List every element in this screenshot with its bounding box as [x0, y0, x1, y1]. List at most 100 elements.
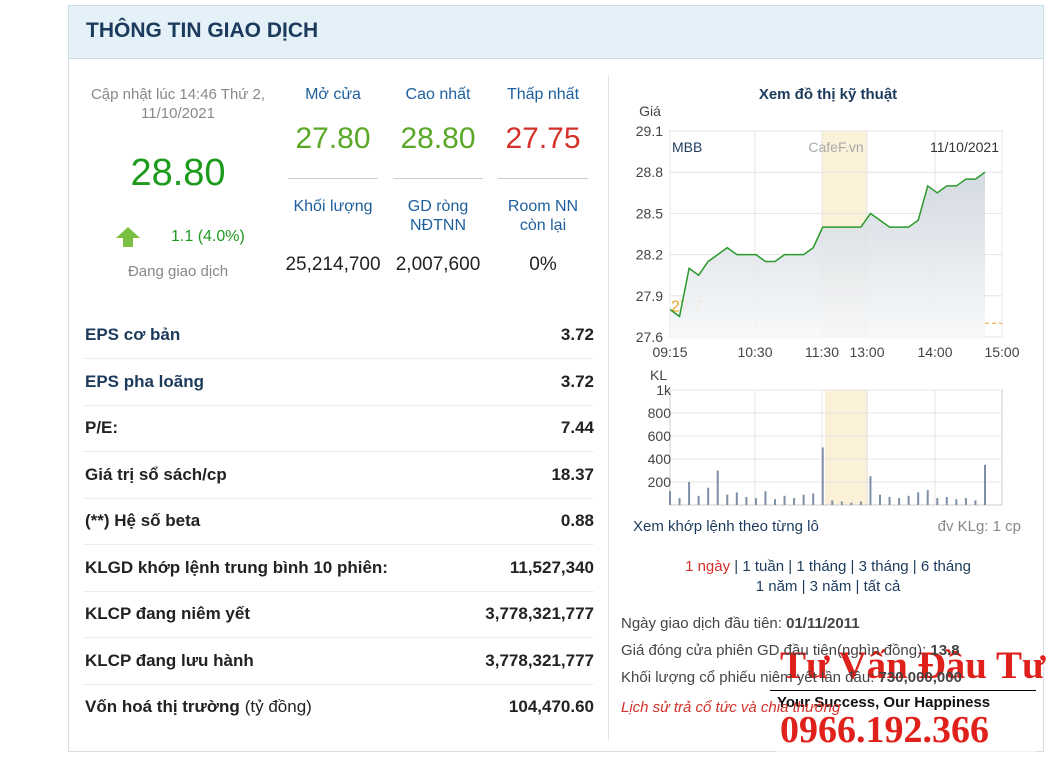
divider	[288, 178, 378, 179]
info-label: Ngày giao dịch đầu tiên:	[621, 615, 787, 632]
row-divider	[84, 683, 594, 685]
volume-bar	[869, 476, 872, 505]
period-link[interactable]: 1 ngày	[685, 558, 731, 575]
volume-bar	[888, 496, 891, 505]
info-label: Giá đóng cửa phiên GD đầu tiên(nghìn đồn…	[621, 642, 931, 659]
y-tick-label: 28.5	[636, 205, 663, 221]
volume-bar	[812, 493, 815, 505]
stat-label: Room NN còn lại	[507, 198, 579, 234]
unit: đv KLg: 1 cp	[937, 518, 1021, 535]
y-tick-label: 29.1	[636, 123, 663, 139]
lunch-band	[825, 390, 868, 505]
date: 11/10/2021	[930, 139, 999, 155]
periods: 1 ngày | 1 tuần | 1 tháng | 3 tháng | 6 …	[685, 558, 971, 595]
fund-label: EPS pha loãng	[85, 371, 205, 391]
row-divider	[84, 590, 594, 592]
fund-value: 11,527,340	[509, 557, 594, 577]
volume-bar	[955, 499, 958, 505]
x-tick-label: 11:30	[805, 344, 839, 360]
y-tick-label: 28.2	[636, 247, 663, 263]
fund-note: (tỷ đồng)	[244, 697, 312, 716]
volume-bar	[984, 464, 986, 505]
stat-value: 27.80	[295, 122, 371, 155]
volume-bar	[945, 496, 948, 505]
fund-label: (**) Hệ số beta	[85, 511, 201, 530]
status: Đang giao dịch	[127, 263, 229, 280]
info-line: Giá đóng cửa phiên GD đầu tiên(nghìn đồn…	[621, 642, 960, 659]
volume-bar	[917, 492, 920, 505]
y-tick-label: 1k	[656, 382, 672, 398]
volume-bar	[936, 498, 939, 505]
volume-bar	[964, 498, 967, 505]
history-link[interactable]: Lịch sử trả cổ tức và chia thưởng	[621, 699, 841, 716]
fund-label: KLGD khớp lệnh trung bình 10 phiên:	[85, 557, 388, 577]
stat-label: Khối lượng	[293, 198, 373, 215]
volume-bar	[716, 470, 719, 505]
volume-bar	[745, 496, 748, 505]
period-link[interactable]: 1 tuần	[742, 558, 785, 575]
fund-value: 0.88	[560, 511, 594, 530]
source: CafeF.vn	[808, 139, 863, 155]
fund-label: EPS cơ bản	[85, 325, 181, 344]
match-link[interactable]: Xem khớp lệnh theo từng lô	[633, 518, 819, 535]
y-tick-label: 27.9	[636, 288, 663, 304]
period-link[interactable]: 6 tháng	[920, 558, 971, 575]
y-tick-label: 200	[648, 474, 672, 490]
volume-bar	[793, 498, 796, 505]
watermark-slogan: Your Success, Our Happiness	[777, 694, 991, 711]
info-value: 730,000,000	[878, 669, 962, 686]
period-link[interactable]: 1 năm	[755, 578, 798, 595]
volume-bar	[726, 494, 729, 505]
stat-value: 2,007,600	[395, 254, 481, 275]
volume-bar	[974, 500, 977, 505]
stat-value: 27.75	[505, 122, 581, 155]
change: 1.1 (4.0%)	[171, 228, 245, 245]
period-link[interactable]: 3 năm	[809, 578, 852, 595]
period-link[interactable]: 1 tháng	[796, 558, 847, 575]
fund-value: 3.72	[560, 371, 594, 391]
chart-title[interactable]: Xem đồ thị kỹ thuật	[758, 86, 898, 103]
fund-label: P/E:	[85, 418, 119, 437]
fund-label: KLCP đang niêm yết	[85, 604, 250, 623]
info-label: Khối lượng cổ phiếu niêm yết lần đầu:	[621, 669, 879, 686]
info-value: 01/11/2011	[786, 615, 860, 632]
volume-bar	[859, 501, 862, 505]
volume-bar	[783, 495, 786, 505]
row-divider	[84, 497, 594, 499]
x-tick-label: 15:00	[984, 344, 1019, 360]
fund-value: 18.37	[551, 464, 594, 484]
y-tick-label: 600	[648, 428, 672, 444]
up-arrow	[116, 227, 140, 247]
y-tick-label: 28.8	[636, 164, 663, 180]
price-line	[669, 171, 986, 318]
period-link[interactable]: 3 tháng	[858, 558, 909, 575]
watermark-phone: 0966.192.366	[780, 709, 989, 751]
y-axis-label: Giá	[639, 103, 661, 119]
x-tick-label: 14:00	[917, 344, 952, 360]
price-area	[670, 172, 985, 337]
stat-value: 28.80	[400, 122, 476, 155]
divider	[498, 178, 588, 179]
fund-value: 3,778,321,777	[485, 604, 594, 623]
volume-bar	[907, 495, 910, 505]
row-divider	[84, 544, 594, 545]
volume-bar	[840, 501, 843, 505]
period-link[interactable]: tất cả	[863, 578, 901, 595]
y-tick-label: 27.6	[636, 329, 663, 345]
info-line: Khối lượng cổ phiếu niêm yết lần đầu: 73…	[621, 669, 962, 686]
fund-value: 7.44	[560, 418, 594, 437]
y-tick-label: 400	[648, 451, 672, 467]
stat-label: Cao nhất	[405, 86, 471, 103]
divider	[393, 178, 483, 179]
fund-value: 3,778,321,777	[485, 650, 594, 670]
column-divider	[608, 75, 609, 740]
volume-bar	[821, 447, 824, 505]
fund-label: Giá trị sổ sách/cp	[85, 464, 227, 484]
watermark-name: Tư Vấn Đầu Tư	[780, 644, 1046, 687]
header	[68, 5, 1044, 59]
volume-bar	[774, 499, 776, 505]
volume-bar	[678, 498, 681, 505]
row-divider	[84, 404, 594, 406]
